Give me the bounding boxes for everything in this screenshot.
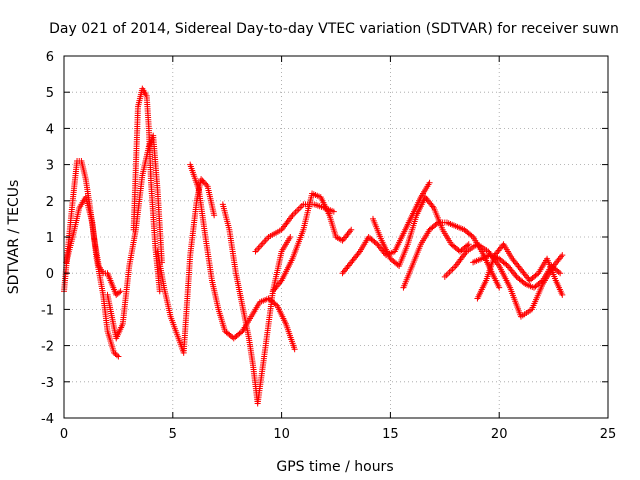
data-point (372, 240, 379, 247)
y-tick-label: -3 (41, 376, 54, 391)
data-point (115, 353, 122, 360)
data-point (291, 346, 298, 353)
series-arc-3 (104, 132, 165, 342)
data-point (116, 289, 123, 296)
y-tick-label: -4 (41, 412, 54, 427)
data-point (117, 288, 124, 295)
y-tick-label: 0 (46, 267, 54, 282)
y-tick-label: 4 (46, 122, 54, 137)
x-tick-label: 15 (382, 427, 399, 442)
x-tick-label: 25 (600, 427, 617, 442)
data-point (538, 278, 545, 285)
series-arc-9 (269, 190, 355, 295)
series-arc-13 (441, 241, 566, 320)
data-point (444, 270, 451, 277)
data-point (559, 291, 566, 298)
series-arc-2 (63, 194, 122, 360)
ticks: 0 5 10 15 20 25 -4 -3 -2 -1 0 1 2 3 4 5 6 (41, 50, 616, 442)
data-point (449, 266, 456, 273)
data-point (297, 204, 304, 211)
data-point (291, 210, 298, 217)
data-point (520, 279, 527, 286)
series-arc-15 (470, 252, 564, 291)
series-arc-10 (339, 179, 433, 277)
data-point (294, 207, 301, 214)
data-point (330, 208, 337, 215)
data-point (198, 176, 205, 183)
series-arc-14 (474, 241, 566, 302)
data-point (446, 269, 453, 276)
x-tick-label: 0 (60, 427, 68, 442)
x-axis-label: GPS time / hours (276, 459, 393, 475)
series-arc-1 (61, 157, 124, 298)
data-point (468, 232, 475, 239)
data-point (503, 261, 510, 268)
data-point (200, 178, 207, 185)
data-point (295, 206, 302, 213)
chart-title: Day 021 of 2014, Sidereal Day-to-day VTE… (49, 21, 619, 37)
y-tick-label: 5 (46, 86, 54, 101)
series-arc-6 (187, 161, 298, 353)
data-point (533, 271, 540, 278)
y-tick-label: -1 (41, 303, 54, 318)
data-point (559, 252, 566, 259)
data-point (203, 181, 210, 188)
x-tick-label: 10 (273, 427, 290, 442)
data-point (287, 234, 294, 240)
y-tick-label: 6 (46, 50, 54, 65)
data-point (202, 180, 209, 187)
x-tick-label: 5 (169, 427, 177, 442)
data-point (557, 270, 564, 277)
data-point (496, 284, 503, 291)
data-point (211, 212, 218, 219)
data-point (465, 241, 472, 248)
data-point (348, 226, 355, 233)
data-point (433, 220, 440, 227)
data-point (156, 288, 163, 295)
x-tick-label: 20 (491, 427, 508, 442)
y-tick-label: 2 (46, 195, 54, 210)
data-point (448, 267, 455, 274)
data-point (441, 273, 448, 280)
series-arc-5 (154, 176, 218, 356)
data-point (199, 177, 206, 184)
y-tick-label: 3 (46, 159, 54, 174)
data-point (426, 179, 433, 186)
series-arc-11 (369, 194, 472, 269)
data-point (292, 209, 299, 216)
data-point (298, 202, 305, 209)
data-point (464, 242, 471, 249)
series-layer (61, 85, 566, 407)
data-point (451, 264, 458, 271)
data-point (555, 268, 562, 275)
y-axis-label: SDTVAR / TECUs (6, 180, 22, 295)
y-tick-label: -2 (41, 340, 54, 355)
series-arc-8 (252, 201, 337, 255)
data-point (113, 352, 120, 359)
data-point (237, 329, 244, 336)
y-tick-label: 1 (46, 231, 54, 246)
